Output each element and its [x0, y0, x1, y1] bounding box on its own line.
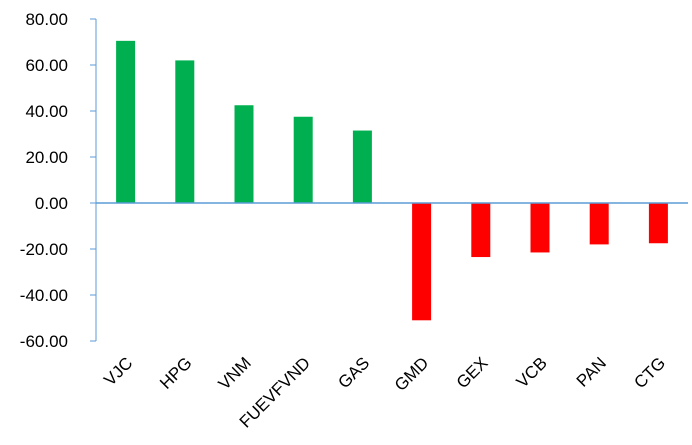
- x-category-label: HPG: [156, 353, 195, 392]
- bar-fuevfvnd: [293, 116, 313, 203]
- y-tick-label: 80.00: [25, 10, 68, 29]
- y-axis: 80.00 60.00 40.00 20.00 0.00 -20.00 -40.00 -60.…: [20, 10, 97, 351]
- y-tick-label: -60.00: [20, 332, 68, 351]
- bar-ctg: [648, 203, 668, 244]
- x-category-label: VNM: [215, 353, 255, 393]
- y-tick-label: 20.00: [25, 148, 68, 167]
- x-category-label: PAN: [573, 353, 610, 390]
- bar-vjc: [116, 40, 136, 203]
- x-category-label: CTG: [630, 353, 669, 392]
- x-category-label: GAS: [334, 353, 373, 392]
- x-category-label: VCB: [513, 353, 551, 391]
- bar-pan: [589, 203, 609, 245]
- y-tick-label: 40.00: [25, 102, 68, 121]
- y-tick-label: -40.00: [20, 286, 68, 305]
- y-tick-label: 0.00: [35, 194, 68, 213]
- x-category-label: VJC: [100, 353, 136, 389]
- y-tick-label: 60.00: [25, 56, 68, 75]
- bar-gmd: [412, 203, 432, 321]
- y-tick-label: -20.00: [20, 240, 68, 259]
- x-category-label: GMD: [391, 353, 432, 394]
- bars: [116, 40, 668, 321]
- bar-vcb: [530, 203, 550, 253]
- x-category-label: GEX: [453, 353, 492, 392]
- bar-gex: [471, 203, 491, 258]
- bar-gas: [352, 130, 372, 203]
- bar-vnm: [234, 105, 254, 203]
- bar-hpg: [175, 60, 195, 204]
